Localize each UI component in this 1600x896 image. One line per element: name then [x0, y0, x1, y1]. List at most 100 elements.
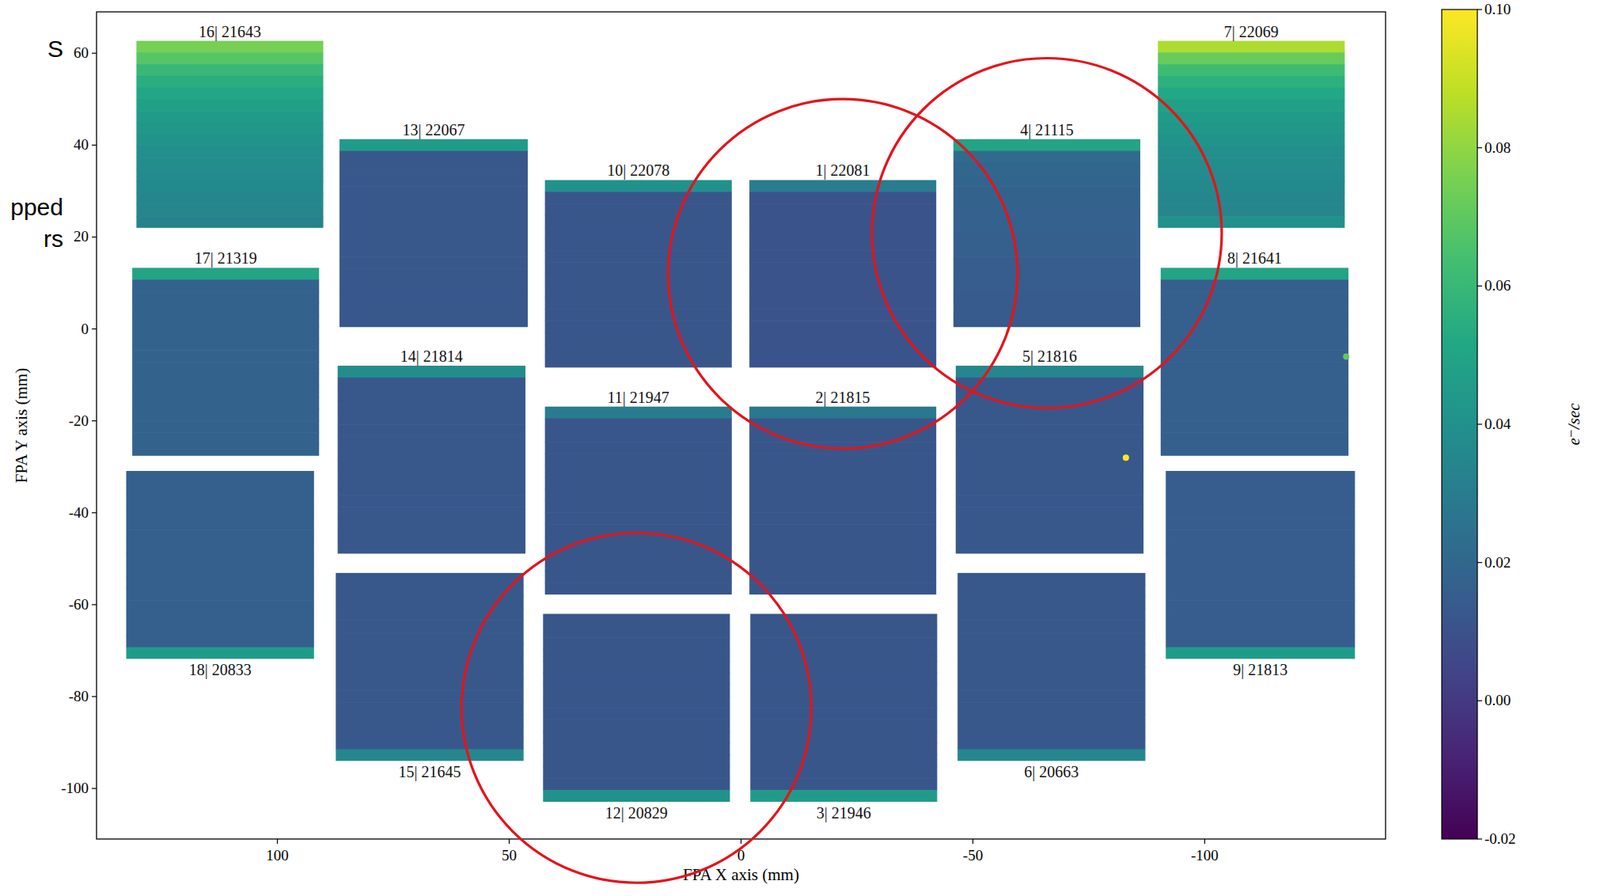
detector-row — [953, 151, 1141, 164]
detector-row — [542, 789, 730, 802]
detector-row — [749, 547, 937, 560]
detector-row — [126, 623, 315, 636]
detector-row — [335, 690, 524, 702]
detector-row — [545, 465, 732, 478]
detector-row — [545, 511, 732, 524]
detector-row — [1160, 279, 1349, 292]
detector-row — [132, 361, 319, 374]
detector-row — [749, 250, 937, 262]
annotation: S — [47, 35, 64, 62]
detector-row — [136, 52, 323, 65]
detector-row — [545, 570, 732, 583]
detector-row — [749, 511, 937, 524]
detector-extent — [750, 614, 937, 802]
detector-row — [957, 596, 1146, 609]
detector-row — [132, 397, 319, 410]
detector-row — [955, 471, 1144, 484]
detector-row — [749, 570, 937, 583]
detector-row — [1157, 204, 1345, 217]
detector-label: 14| 21814 — [400, 347, 463, 366]
detector-row — [1165, 494, 1355, 507]
detector-row — [337, 459, 526, 472]
detector-row — [1160, 432, 1349, 444]
detector-row — [955, 447, 1144, 460]
detector-row — [750, 648, 937, 661]
detector-row — [545, 356, 732, 368]
x-tick — [508, 838, 510, 844]
detector-label: 1| 22081 — [815, 161, 871, 180]
detector-row — [749, 582, 937, 595]
detector-row — [750, 765, 937, 778]
detector-row — [132, 337, 319, 350]
detector-row — [953, 291, 1141, 304]
detector-row — [1157, 110, 1345, 123]
detector-label: 16| 21643 — [198, 22, 262, 42]
detector-row — [1160, 291, 1349, 304]
detector-row — [750, 777, 937, 790]
detector-row — [337, 447, 526, 460]
x-tick-label: -50 — [963, 846, 983, 864]
detector-row — [126, 505, 315, 518]
detector-row — [132, 420, 319, 433]
detector-row — [1157, 41, 1345, 54]
detector-row — [957, 701, 1146, 714]
detector-row — [957, 690, 1146, 702]
colorbar — [1441, 9, 1478, 839]
detector-row — [542, 625, 730, 637]
detector-row — [955, 506, 1144, 519]
detector-row — [953, 174, 1141, 186]
detector-row — [1165, 529, 1355, 542]
detector-row — [749, 227, 937, 239]
detector-row — [335, 584, 524, 597]
detector-row — [136, 193, 323, 205]
colorbar-tick-label: 0.04 — [1484, 415, 1512, 433]
detector — [1165, 470, 1355, 659]
detector-row — [750, 684, 937, 697]
detector-row — [132, 267, 319, 280]
detector-row — [957, 643, 1146, 656]
detector-row — [957, 655, 1146, 668]
detector-row — [545, 297, 732, 310]
detector-row — [337, 412, 526, 425]
detector-row — [750, 731, 937, 744]
detector-row — [136, 169, 323, 182]
detector-row — [545, 191, 732, 204]
detector-row — [1160, 397, 1349, 410]
detector-row — [1160, 337, 1349, 350]
detector-row — [750, 789, 937, 802]
detector-row — [335, 619, 524, 632]
detector — [542, 614, 730, 802]
detector-row — [955, 377, 1144, 390]
detector-row — [339, 314, 528, 327]
detector-row — [953, 233, 1141, 246]
detector-row — [749, 535, 937, 548]
detector-row — [337, 436, 526, 448]
detector-row — [335, 725, 524, 738]
detector-row — [1165, 564, 1355, 577]
detector-extent — [1160, 267, 1349, 455]
detector-row — [542, 731, 730, 744]
detector-row — [542, 743, 730, 755]
detector-row — [126, 529, 315, 542]
detector-row — [750, 614, 937, 626]
detector-row — [126, 517, 315, 530]
detector-row — [545, 332, 732, 345]
detector-row — [1165, 587, 1355, 600]
detector-row — [749, 465, 937, 478]
detector-row — [339, 280, 528, 292]
detector-row — [339, 139, 528, 152]
detector-row — [749, 238, 937, 251]
detector-row — [749, 418, 937, 431]
detector-row — [750, 743, 937, 755]
colorbar-tick-label: 0.00 — [1484, 691, 1511, 709]
detector-row — [337, 482, 526, 495]
detector-row — [1165, 505, 1355, 518]
detector-row — [953, 303, 1141, 316]
x-tick-label: 100 — [265, 846, 289, 864]
detector-row — [1157, 181, 1345, 194]
detector-row — [337, 424, 526, 437]
detector-row — [136, 64, 323, 76]
detector-row — [545, 453, 732, 466]
detector — [750, 614, 937, 802]
detector-row — [545, 285, 732, 298]
